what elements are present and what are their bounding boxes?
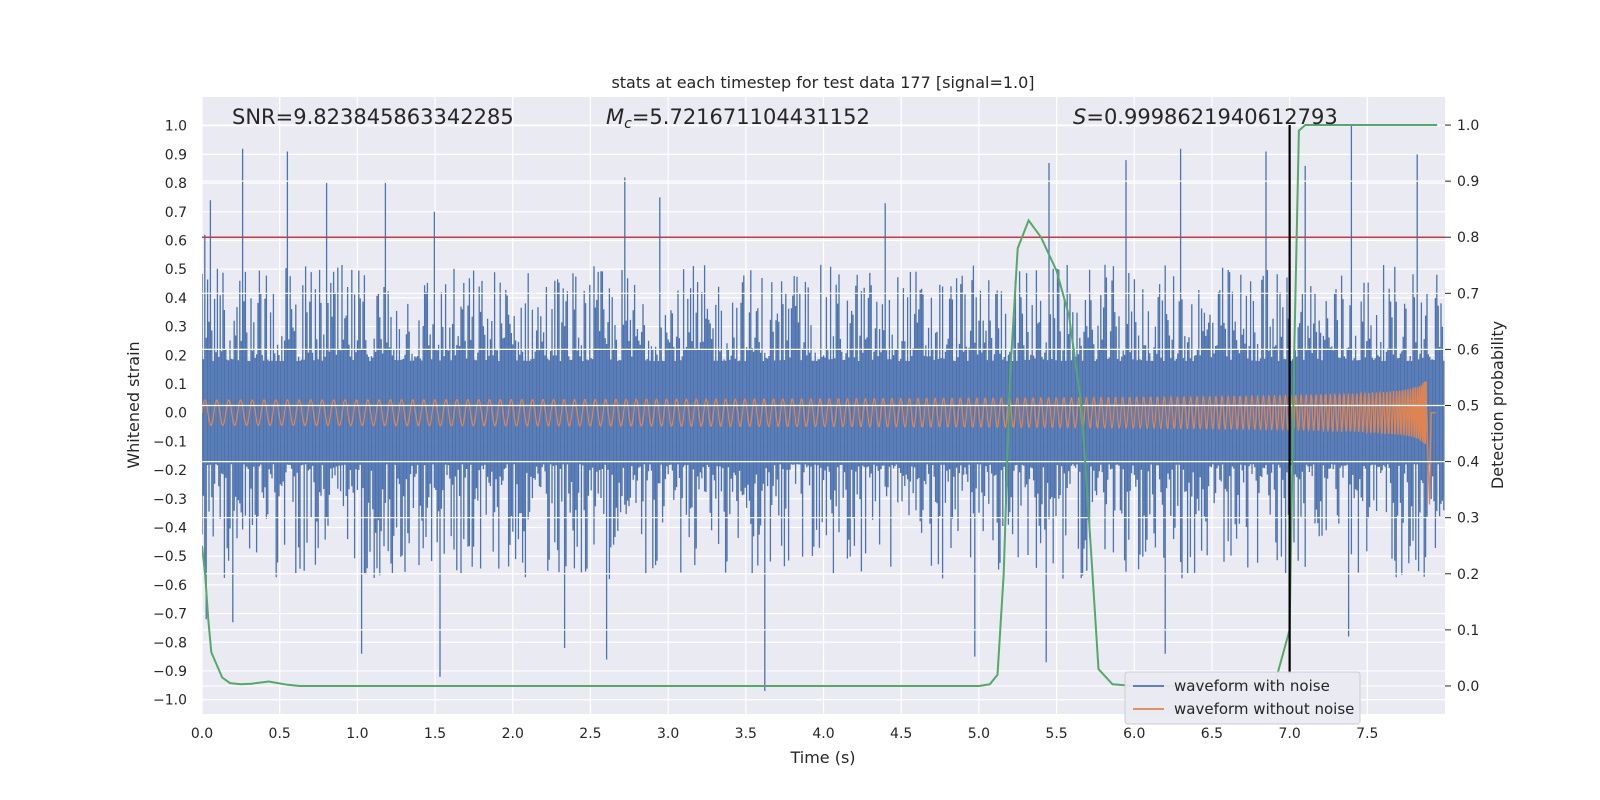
y2-tick-label: 0.8: [1457, 230, 1479, 246]
y-tick-label: 0.3: [165, 320, 187, 336]
y2-tick-label: 0.2: [1457, 567, 1479, 583]
y-tick-label: −0.9: [153, 664, 187, 680]
x-tick-label: 0.0: [191, 726, 213, 742]
y-tick-label: −0.6: [153, 578, 187, 594]
x-tick-label: 3.0: [657, 726, 679, 742]
y-tick-label: 0.8: [165, 176, 187, 192]
x-tick-label: 6.5: [1201, 726, 1223, 742]
annotation-snr: SNR=9.823845863342285: [232, 105, 514, 129]
x-tick-label: 0.5: [269, 726, 291, 742]
x-tick-label: 1.0: [346, 726, 368, 742]
s-symbol: S: [1073, 105, 1086, 129]
y2-tick-label: 0.0: [1457, 679, 1479, 695]
y-axis-ticks: 1.0 0.9 0.8 0.7 0.6 0.5 0.4 0.3 0.2 0.1 0.0 −0.1 −0.…: [153, 119, 187, 709]
annotation-s: S=0.9998621940612793: [1073, 105, 1338, 129]
y-tick-label: 0.5: [165, 262, 187, 278]
y-tick-label: −0.7: [153, 607, 187, 623]
chart-title: stats at each timestep for test data 177…: [611, 73, 1034, 92]
y-tick-label: −0.8: [153, 635, 187, 651]
x-tick-label: 2.5: [579, 726, 601, 742]
y-tick-label: 0.9: [165, 147, 187, 163]
x-axis-ticks: 0.0 0.5 1.0 1.5 2.0 2.5 3.0 3.5 4.0 4.5 5.0 5.5 6.0 6…: [191, 726, 1379, 742]
x-axis-label: Time (s): [789, 748, 855, 767]
y-tick-label: 1.0: [165, 119, 187, 135]
y-tick-label: 0.7: [165, 205, 187, 221]
y-tick-label: −0.1: [153, 434, 187, 450]
y-tick-label: −0.4: [153, 520, 187, 536]
y2-tick-label: 0.9: [1457, 174, 1479, 190]
y-axis-label: Whitened strain: [124, 341, 143, 468]
chart: stats at each timestep for test data 177…: [0, 0, 1600, 800]
y-tick-label: −0.5: [153, 549, 187, 565]
y2-tick-label: 0.6: [1457, 342, 1479, 358]
y-tick-label: −1.0: [153, 693, 187, 709]
y-tick-label: 0.6: [165, 233, 187, 249]
y2-tick-label: 0.1: [1457, 623, 1479, 639]
x-tick-label: 1.5: [424, 726, 446, 742]
y2-axis-ticks: 1.0 0.9 0.8 0.7 0.6 0.5 0.4 0.3 0.2 0.1 0.0: [1445, 118, 1479, 695]
y2-tick-label: 0.3: [1457, 511, 1479, 527]
y-tick-label: 0.2: [165, 348, 187, 364]
x-tick-label: 3.5: [735, 726, 757, 742]
y-tick-label: 0.4: [165, 291, 187, 307]
x-tick-label: 6.0: [1123, 726, 1145, 742]
annotation-mc: Mc=5.721671104431152: [606, 105, 870, 132]
y2-tick-label: 0.4: [1457, 455, 1479, 471]
x-tick-label: 7.0: [1278, 726, 1300, 742]
mc-symbol: M: [606, 105, 624, 129]
y2-tick-label: 0.7: [1457, 286, 1479, 302]
s-value: =0.9998621940612793: [1086, 105, 1337, 129]
legend: waveform with noise waveform without noi…: [1125, 672, 1360, 724]
y2-axis-label: Detection probability: [1488, 321, 1507, 489]
legend-label-clean: waveform without noise: [1174, 700, 1354, 718]
x-tick-label: 5.5: [1045, 726, 1067, 742]
x-tick-label: 4.0: [812, 726, 834, 742]
y-tick-label: 0.0: [165, 406, 187, 422]
x-tick-label: 4.5: [890, 726, 912, 742]
y2-tick-label: 1.0: [1457, 118, 1479, 134]
y-tick-label: −0.3: [153, 492, 187, 508]
legend-label-noise: waveform with noise: [1174, 677, 1330, 695]
x-tick-label: 2.0: [502, 726, 524, 742]
y-tick-label: 0.1: [165, 377, 187, 393]
y-tick-label: −0.2: [153, 463, 187, 479]
mc-value: =5.721671104431152: [632, 105, 870, 129]
x-tick-label: 5.0: [968, 726, 990, 742]
y2-tick-label: 0.5: [1457, 399, 1479, 415]
x-tick-label: 7.5: [1356, 726, 1378, 742]
